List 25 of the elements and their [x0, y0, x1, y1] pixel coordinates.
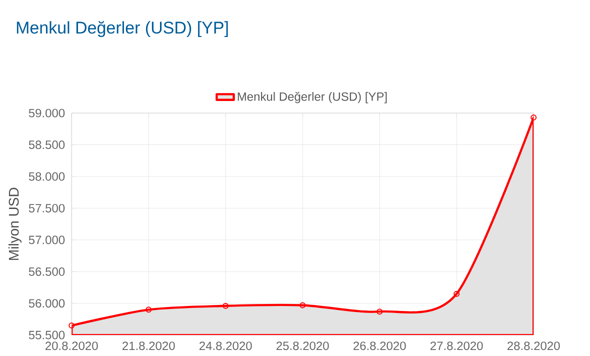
x-tick-label: 20.8.2020: [46, 342, 98, 350]
point: [146, 306, 152, 313]
x-tick-label: 26.8.2020: [354, 342, 406, 350]
point: [454, 290, 460, 297]
y-tick-label: 57.500: [28, 204, 65, 212]
x-tick-label: 25.8.2020: [276, 342, 329, 350]
y-axis-title: Milyon USD: [8, 188, 22, 260]
x-tick-label: 27.8.2020: [430, 342, 483, 350]
point: [222, 302, 229, 309]
chart-title: Menkul Değerler (USD) [YP]: [16, 20, 228, 38]
y-tick-label: 56.500: [28, 267, 65, 276]
point: [376, 308, 383, 315]
y-tick-label: 58.500: [28, 140, 65, 150]
point: [530, 114, 537, 121]
y-tick-label: 55.500: [28, 330, 65, 340]
x-tick-label: 24.8.2020: [200, 342, 252, 350]
y-tick-label: 57.000: [28, 236, 65, 244]
y-tick-label: 59.000: [28, 108, 65, 118]
point: [300, 302, 306, 308]
legend-label: Menkul Değerler (USD) [YP]: [238, 92, 387, 104]
x-tick-label: 28.8.2020: [508, 342, 560, 350]
y-tick-label: 56.000: [28, 299, 65, 308]
y-tick-label: 58.000: [28, 172, 65, 181]
point: [68, 322, 75, 329]
x-tick-label: 21.8.2020: [122, 342, 175, 350]
